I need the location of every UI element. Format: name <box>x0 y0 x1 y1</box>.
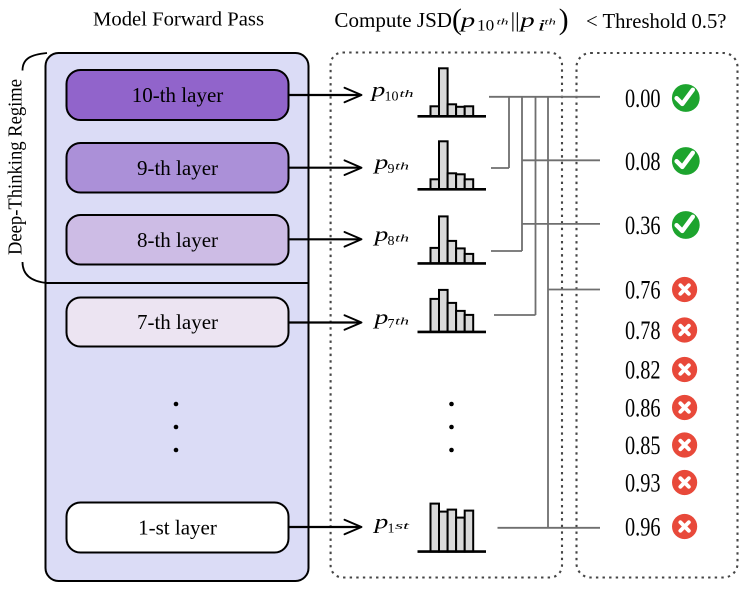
svg-text:th: th <box>497 16 510 26</box>
svg-text:7-th layer: 7-th layer <box>137 310 218 334</box>
svg-text:Compute JSD: Compute JSD <box>334 8 452 32</box>
svg-text:th: th <box>395 233 409 244</box>
svg-text:10: 10 <box>385 90 399 105</box>
svg-text:p: p <box>372 223 388 246</box>
svg-text:10: 10 <box>477 17 494 34</box>
svg-text:0.86: 0.86 <box>625 394 661 423</box>
svg-text:9-th layer: 9-th layer <box>137 156 218 180</box>
svg-text:Model Forward Pass: Model Forward Pass <box>93 9 264 31</box>
svg-text:1-st layer: 1-st layer <box>138 516 217 540</box>
svg-text:(: ( <box>452 4 462 36</box>
svg-text:1: 1 <box>388 522 395 537</box>
svg-text:0.00: 0.00 <box>625 84 661 113</box>
svg-text:0.76: 0.76 <box>625 276 661 305</box>
svg-text:i: i <box>538 16 546 34</box>
svg-text:7: 7 <box>388 317 395 332</box>
svg-text:p: p <box>372 306 388 329</box>
svg-text:0.78: 0.78 <box>625 316 661 345</box>
svg-text:p: p <box>459 9 476 32</box>
svg-text:< Threshold 0.5?: < Threshold 0.5? <box>586 9 727 33</box>
svg-text:0.82: 0.82 <box>625 356 661 385</box>
svg-text:p: p <box>518 9 535 32</box>
svg-text:th: th <box>395 162 409 173</box>
svg-text:8-th layer: 8-th layer <box>137 228 218 252</box>
svg-text:th: th <box>544 16 557 26</box>
svg-text:Deep-Thinking Regime: Deep-Thinking Regime <box>5 79 27 255</box>
svg-text:0.96: 0.96 <box>625 513 661 542</box>
svg-text:9: 9 <box>388 162 395 177</box>
svg-text:th: th <box>400 89 414 100</box>
svg-text:): ) <box>559 4 569 36</box>
svg-text:0.08: 0.08 <box>625 147 661 176</box>
svg-text:0.36: 0.36 <box>625 211 661 240</box>
svg-text:p: p <box>369 79 385 102</box>
svg-text:th: th <box>395 317 409 328</box>
svg-text:0.85: 0.85 <box>625 431 661 460</box>
svg-text:st: st <box>395 521 409 532</box>
svg-text:p: p <box>372 511 388 534</box>
svg-text:0.93: 0.93 <box>625 469 661 498</box>
svg-text:8: 8 <box>388 234 395 249</box>
svg-text:10-th layer: 10-th layer <box>132 83 224 107</box>
svg-text:p: p <box>372 151 388 174</box>
svg-text:||: || <box>511 8 520 32</box>
